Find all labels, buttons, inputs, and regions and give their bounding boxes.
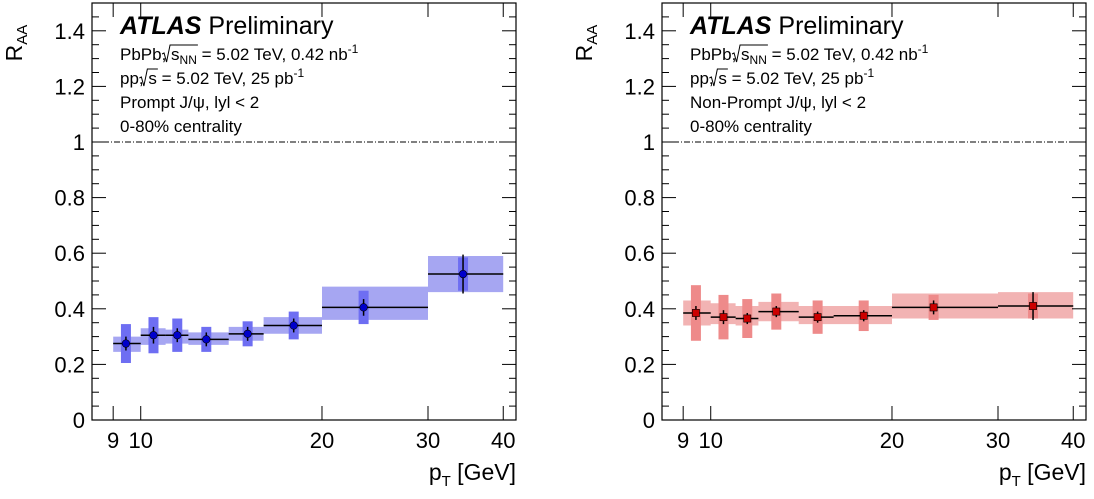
legend-line-2: pp, s = 5.02 TeV, 25 pb-1 (120, 66, 304, 88)
data-point (859, 311, 868, 320)
experiment-label: ATLAS Preliminary (689, 12, 904, 40)
data-point (692, 309, 700, 317)
y-axis-title: RAA (1, 25, 31, 62)
data-point (202, 335, 211, 344)
data-point (743, 314, 752, 323)
y-tick-label: 0.6 (54, 241, 85, 266)
experiment-label: ATLAS Preliminary (119, 12, 334, 40)
panel-2: 0 0.2 0.4 0.6 0.8 1 1.2 1.4 9 10 20 30 40 pT [GeV] RAA… (571, 2, 1087, 490)
y-tick-label: 0.2 (624, 352, 655, 377)
y-tick-label: 0.8 (54, 186, 85, 211)
data-point (1029, 302, 1037, 310)
data-point (243, 329, 252, 338)
legend-line-1: PbPb, sNN = 5.02 TeV, 0.42 nb-1 (120, 42, 359, 67)
legend-line-2: pp, s = 5.02 TeV, 25 pb-1 (690, 66, 874, 88)
y-tick-label: 0 (643, 408, 655, 433)
data-point (929, 303, 938, 312)
y-tick-label: 0.6 (624, 241, 655, 266)
x-tick-label: 9 (677, 428, 689, 453)
legend-line-3: Non-Prompt J/ψ, lyl < 2 (690, 93, 866, 112)
x-tick-label: 30 (416, 428, 440, 453)
sqrt-sign (139, 68, 158, 87)
uncertainty-band (113, 256, 504, 352)
sqrt-argument: s (718, 69, 727, 88)
legend-line-1: PbPb, sNN = 5.02 TeV, 0.42 nb-1 (690, 42, 929, 67)
y-tick-label: 0 (73, 408, 85, 433)
sqrt-sign (709, 68, 728, 87)
x-axis-title: pT [GeV] (429, 459, 516, 490)
x-tick-label: 40 (1061, 428, 1085, 453)
legend-line-4: 0-80% centrality (120, 117, 242, 136)
y-axis-title: RAA (571, 25, 601, 62)
data-point (289, 321, 298, 330)
legend-line-4: 0-80% centrality (690, 117, 812, 136)
y-tick-label: 1.2 (624, 74, 655, 99)
x-tick-label: 10 (128, 428, 152, 453)
data-point (121, 339, 131, 348)
y-tick-label: 1.4 (624, 19, 655, 44)
x-tick-label: 10 (698, 428, 722, 453)
data-point (719, 313, 728, 322)
sqrt-sign (161, 44, 198, 63)
uncertainty-band (683, 292, 1074, 326)
data-point (149, 331, 158, 340)
x-tick-label: 40 (491, 428, 515, 453)
y-tick-label: 1.4 (54, 19, 85, 44)
legend-line-3: Prompt J/ψ, lyl < 2 (120, 93, 259, 112)
sqrt-argument: s (148, 69, 157, 88)
sqrt-sign (731, 44, 768, 63)
y-tick-label: 1 (643, 130, 655, 155)
x-tick-label: 20 (880, 428, 904, 453)
y-tick-label: 0.4 (624, 297, 655, 322)
x-tick-label: 30 (986, 428, 1010, 453)
y-tick-label: 0.8 (624, 186, 655, 211)
x-tick-label: 20 (310, 428, 334, 453)
y-tick-label: 0.2 (54, 352, 85, 377)
y-tick-label: 1 (73, 130, 85, 155)
data-point (772, 307, 781, 316)
y-tick-label: 1.2 (54, 74, 85, 99)
x-tick-label: 9 (107, 428, 119, 453)
sqrt-argument: s (741, 45, 750, 64)
data-point (458, 269, 468, 279)
data-point (813, 313, 822, 322)
panel-1: 0 0.2 0.4 0.6 0.8 1 1.2 1.4 9 10 20 30 40 pT [GeV] RAA… (1, 2, 517, 490)
sqrt-argument: s (171, 45, 180, 64)
x-axis-title: pT [GeV] (999, 459, 1086, 490)
data-point (359, 303, 368, 312)
y-tick-label: 0.4 (54, 297, 85, 322)
data-point (173, 331, 182, 340)
